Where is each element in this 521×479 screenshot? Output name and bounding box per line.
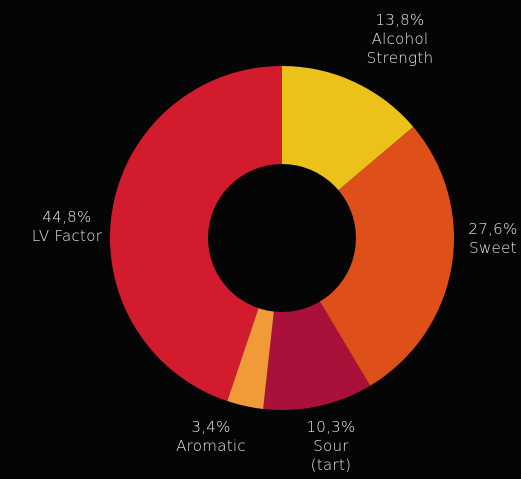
slice-label-lv-factor: 44,8% LV Factor	[32, 208, 103, 245]
slice-name: Sweet	[469, 239, 517, 257]
slice-label-alcohol-strength: 13,8% Alcohol Strength	[367, 11, 434, 67]
slice-label-sour-tart: 10,3% Sour (tart)	[306, 418, 355, 474]
donut-hole	[208, 164, 356, 312]
slice-sweet	[282, 126, 455, 386]
slice-name: (tart)	[311, 456, 352, 474]
slice-lv-factor	[109, 66, 282, 402]
slice-labels: 13,8% Alcohol Strength 27,6% Sweet 10,3% Sour(…	[32, 11, 517, 474]
slice-percent: 3,4%	[191, 418, 230, 436]
slice-percent: 13,8%	[375, 11, 424, 29]
slice-name: Sour	[313, 437, 349, 455]
slice-label-aromatic: 3,4% Aromatic	[176, 418, 246, 455]
slice-name: Aromatic	[176, 437, 246, 455]
slice-label-sweet: 27,6% Sweet	[468, 220, 517, 257]
slice-percent: 27,6%	[468, 220, 517, 238]
slice-name: LV Factor	[32, 227, 103, 245]
slice-percent: 10,3%	[306, 418, 355, 436]
slice-percent: 44,8%	[42, 208, 91, 226]
slice-name: Strength	[367, 49, 434, 67]
slice-name: Alcohol	[372, 30, 429, 48]
